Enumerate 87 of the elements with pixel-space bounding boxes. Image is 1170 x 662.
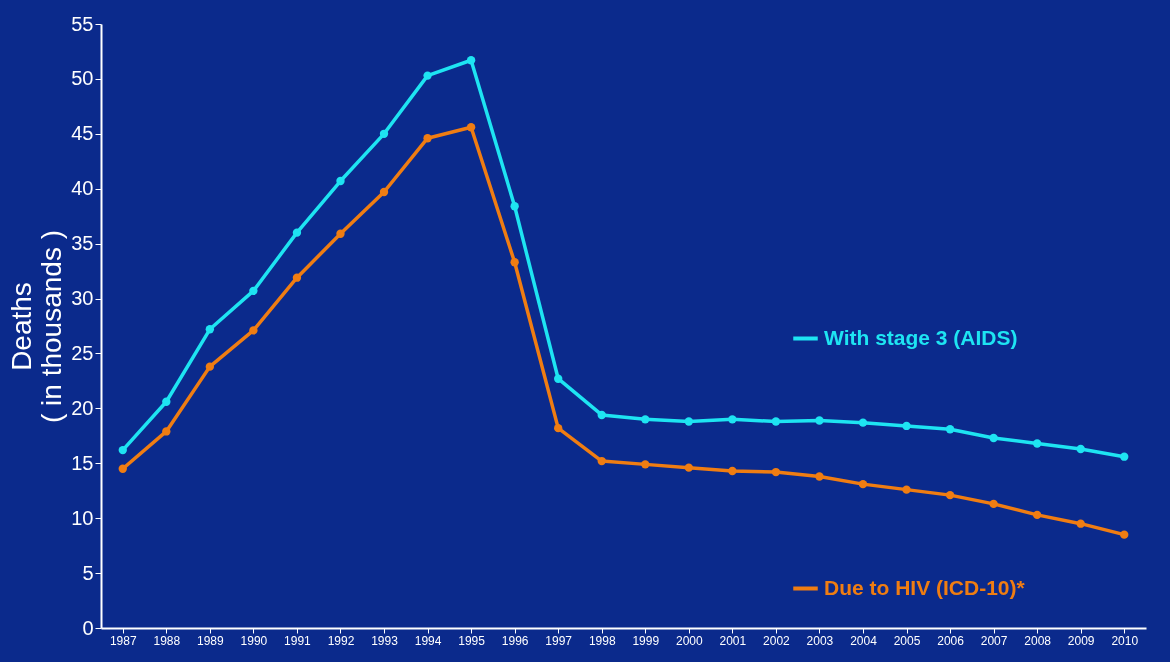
y-tick-label: 25 [71,341,94,364]
point [989,499,998,509]
x-tick-label: 2005 [893,633,921,648]
point [945,425,955,434]
point [815,416,824,425]
point [684,463,693,472]
point [336,229,345,238]
x-tick-label: 1988 [153,633,181,648]
x-tick-label: 1989 [197,633,225,648]
point [292,273,302,282]
x-tick-label: 1991 [284,633,312,648]
point [336,176,345,186]
point [554,374,563,383]
point [1120,452,1129,461]
point [597,456,606,466]
point [902,485,911,494]
y-tick-label: 40 [71,177,94,200]
x-tick-label: 2009 [1067,633,1095,648]
point [249,286,258,296]
y-axis-title: Deaths ( in thousands ) [6,230,68,423]
y-tick-label: 35 [71,232,94,255]
point [641,415,650,424]
point [554,423,563,433]
point [205,325,215,334]
point [205,362,215,371]
point [510,202,519,211]
point [597,410,606,420]
x-tick-label: 2004 [850,633,878,648]
y-tick-label: 5 [82,561,94,584]
point [162,397,171,406]
point [771,417,781,426]
point [1032,439,1042,448]
y-tick-label: 45 [71,122,94,145]
point [858,479,868,489]
point [379,129,389,138]
legend-label: Due to HIV (ICD-10)* [824,575,1026,599]
point [1076,519,1085,528]
point [466,123,476,132]
x-tick-label: 2007 [980,633,1008,648]
x-tick-label: 1993 [371,633,399,648]
x-tick-label: 1992 [327,633,355,648]
point [684,417,693,426]
point [466,56,476,65]
x-tick-label: 1994 [414,633,442,648]
point [902,421,911,431]
point [510,258,519,267]
point [249,326,258,335]
point [162,427,171,436]
x-tick-label: 2008 [1024,633,1052,648]
point [292,228,302,237]
legend-label: With stage 3 (AIDS) [824,325,1018,349]
x-tick-label: 2006 [937,633,965,648]
y-tick-label: 55 [71,12,94,35]
x-tick-label: 1998 [588,633,616,648]
point [728,466,737,476]
y-tick-label: 50 [71,67,94,90]
point [1076,444,1085,454]
y-tick-label: 20 [71,396,94,419]
point [118,464,127,473]
point [858,418,868,427]
point [728,415,737,424]
y-tick-label: 10 [71,506,94,529]
x-tick-label: 1996 [501,633,529,648]
point [1120,530,1129,539]
point [989,433,998,443]
point [771,467,781,477]
y-tick-label: 0 [82,616,94,639]
x-tick-label: 2010 [1111,633,1139,648]
x-tick-label: 1995 [458,633,486,648]
x-tick-label: 1990 [240,633,268,648]
point [1032,510,1042,520]
point [945,490,955,500]
x-tick-label: 2001 [719,633,747,648]
x-tick-label: 1987 [109,633,137,648]
x-tick-label: 2002 [763,633,791,648]
point [423,71,432,80]
y-tick-label: 15 [71,451,94,474]
point [379,187,389,197]
point [423,134,432,143]
point [641,460,650,469]
point [118,445,127,455]
x-tick-label: 1997 [545,633,573,648]
y-tick-label: 30 [71,287,94,310]
x-tick-label: 1999 [632,633,660,648]
x-tick-label: 2000 [675,633,703,648]
point [815,472,824,481]
x-tick-label: 2003 [806,633,834,648]
